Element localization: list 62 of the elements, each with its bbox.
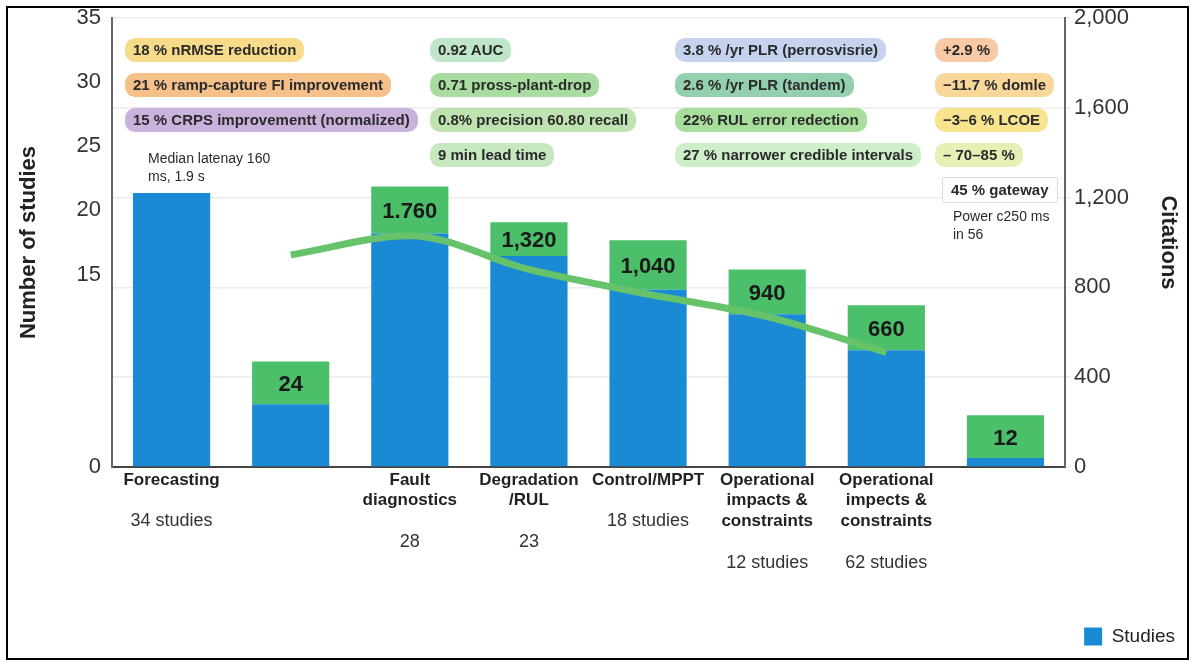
y-axis-title: Number of studies [15, 145, 41, 340]
annotation: 45 % gateway [942, 177, 1058, 203]
y2-tick-label: 1,600 [1074, 93, 1130, 119]
annotation: – 70–85 % [935, 143, 1023, 167]
y2-tick-label: 400 [1074, 363, 1111, 389]
annotation: 15 % CRPS improvementt (normalized) [125, 108, 418, 132]
annotation: 27 % narrower credible intervals [675, 143, 922, 167]
annotation: 940 [748, 279, 786, 305]
annotation: 24 [278, 370, 304, 396]
y2-tick-label: 1,200 [1074, 183, 1130, 209]
annotation: 22% RUL error redection [675, 108, 867, 132]
annotation: 21 % ramp-capture FI improvement [125, 73, 392, 97]
bar [966, 458, 1045, 467]
annotation: 1,040 [620, 253, 676, 279]
bar [728, 314, 806, 467]
y2-tick-label: 0 [1074, 453, 1087, 479]
annotation: 1.760 [382, 198, 438, 224]
x-tick-label: Operational impects & constraints [839, 469, 934, 530]
x-tick-label: Operational impacts & constraints [719, 469, 815, 530]
annotation: −11.7 % domle [935, 73, 1054, 97]
y-tick-label: 35 [76, 4, 101, 30]
x-tick-label: Fault diagnostics [362, 469, 458, 510]
annotation: 12 [993, 424, 1018, 450]
annotation: 18 % nRMSE reduction [125, 38, 305, 62]
bar [609, 289, 687, 467]
text: 28 [399, 530, 420, 551]
annotation: 2.6 % /yr PLR (tandem) [675, 73, 854, 97]
text: 18 studies [607, 509, 690, 530]
bar [252, 361, 330, 405]
x-tick-label: Control/MPPT [591, 469, 705, 489]
y-tick-label: 15 [76, 260, 101, 286]
y-tick-label: 20 [76, 196, 101, 222]
bar [132, 193, 211, 467]
annotation: Power c250 ms in 56 [952, 207, 1051, 244]
bar [490, 255, 568, 467]
y-tick-label: 25 [76, 132, 101, 158]
text: 62 studies [845, 551, 928, 572]
bar [252, 404, 330, 467]
annotation: 660 [867, 315, 905, 341]
annotation: 3.8 % /yr PLR (perrosvisrie) [675, 38, 887, 62]
y-tick-label: 0 [88, 453, 101, 479]
annotation: 0.92 AUC [430, 38, 512, 62]
bar [966, 415, 1045, 459]
text: 12 studies [726, 551, 809, 572]
annotation: 9 min lead time [430, 143, 555, 167]
annotation: +2.9 % [935, 38, 999, 62]
x-tick-label: Forecasting [123, 469, 220, 489]
annotation: 0.8% precision 60.80 recall [430, 108, 637, 132]
y2-axis-title: Citations [1156, 195, 1182, 290]
bar [371, 233, 449, 467]
y-tick-label: 30 [76, 68, 101, 94]
annotation: Median latenay 160 ms, 1.9 s [147, 149, 272, 186]
text: 34 studies [130, 509, 213, 530]
annotation: −3–6 % LCOE [935, 108, 1049, 132]
text: 23 [518, 530, 539, 551]
x-tick-label: Degradation /RUL [479, 469, 579, 510]
y2-tick-label: 800 [1074, 273, 1111, 299]
y2-tick-label: 2,000 [1074, 4, 1130, 30]
annotation: 1,320 [501, 227, 557, 253]
legend-label: Studies [1111, 624, 1175, 646]
annotation: 0.71 pross-plant-drop [430, 73, 600, 97]
bar [847, 350, 925, 467]
